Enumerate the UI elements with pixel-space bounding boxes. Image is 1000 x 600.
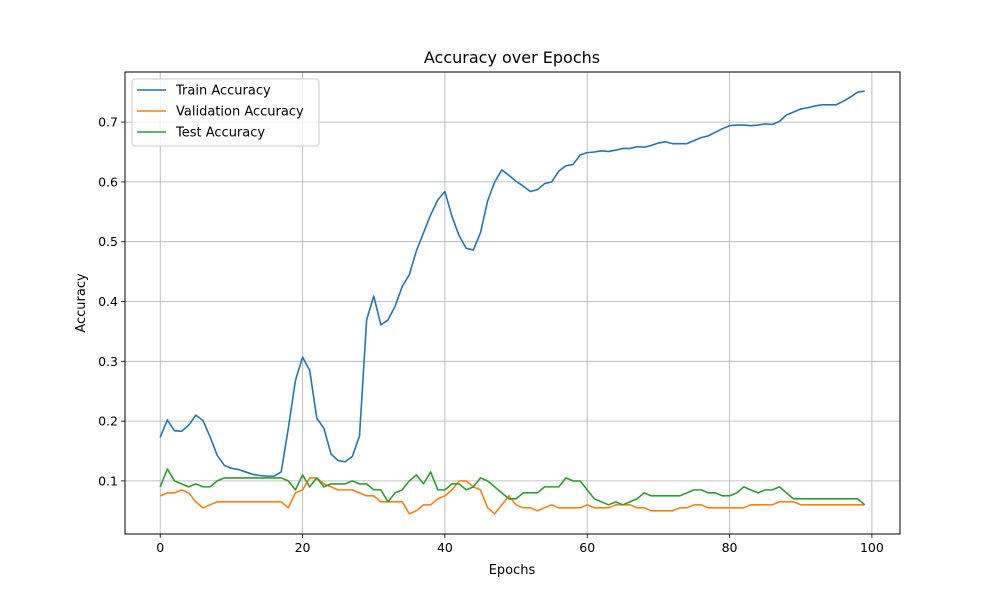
series-line-train-accuracy [159, 90, 865, 477]
plot-frame [124, 71, 901, 535]
plot-area [124, 71, 901, 535]
y-tick-label: 0.7 [98, 115, 118, 130]
series-line-validation-accuracy [159, 477, 865, 515]
x-axis-label: Epochs [489, 563, 536, 578]
y-tick-label: 0.4 [98, 294, 118, 309]
legend-entries: Train Accuracy Validation Accuracy Test Ac… [137, 84, 304, 141]
y-tick-label: 0.5 [98, 234, 118, 249]
y-tick-label: 0.2 [98, 414, 118, 429]
x-tick-label: 100 [860, 540, 884, 555]
plot-background [125, 72, 900, 534]
x-tick-label: 60 [579, 540, 595, 555]
series-line-test-accuracy [159, 468, 866, 506]
x-tick-label: 20 [295, 540, 311, 555]
x-axis-ticks: 0 20 40 60 80 100 [156, 534, 884, 555]
y-tick-label: 0.1 [98, 473, 118, 488]
legend-box [131, 78, 320, 147]
y-axis-label: Accuracy [74, 273, 89, 333]
legend: Train Accuracy Validation Accuracy Test Ac… [131, 78, 320, 147]
chart-title: Accuracy over Epochs [424, 48, 600, 67]
legend-label-train-accuracy: Train Accuracy [175, 84, 271, 99]
y-axis-ticks: 0.1 0.2 0.3 0.4 0.5 0.6 0.7 [98, 115, 125, 488]
series-lines [159, 90, 866, 515]
legend-label-test-accuracy: Test Accuracy [175, 126, 265, 141]
legend-label-validation-accuracy: Validation Accuracy [176, 105, 304, 120]
x-tick-label: 40 [437, 540, 453, 555]
y-tick-label: 0.6 [98, 174, 118, 189]
x-tick-label: 0 [156, 540, 164, 555]
x-tick-label: 80 [722, 540, 738, 555]
y-tick-label: 0.3 [98, 354, 118, 369]
